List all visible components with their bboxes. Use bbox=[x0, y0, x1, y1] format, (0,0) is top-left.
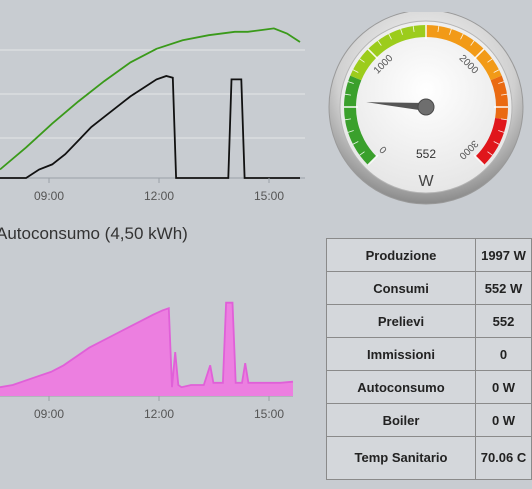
stats-label: Consumi bbox=[326, 271, 476, 305]
gauge-tick bbox=[473, 48, 485, 60]
stats-value: 0 bbox=[475, 337, 532, 371]
x-tick-label: 15:00 bbox=[254, 407, 284, 421]
gauge-tick bbox=[344, 118, 351, 121]
gauge-tick bbox=[344, 93, 351, 96]
gauge-tick bbox=[388, 33, 392, 40]
gauge-needle bbox=[366, 102, 427, 111]
stats-label: Boiler bbox=[326, 403, 476, 437]
stats-row: Immissioni 0 bbox=[326, 337, 532, 371]
gauge-band bbox=[426, 25, 502, 81]
x-tick-label: 09:00 bbox=[34, 407, 64, 421]
gauge-tick bbox=[470, 40, 475, 46]
gauge-tick bbox=[501, 93, 508, 96]
gauge-band bbox=[475, 117, 507, 165]
stats-row: Consumi 552 W bbox=[326, 271, 532, 305]
area-line bbox=[0, 301, 294, 389]
gauge-tick bbox=[352, 141, 359, 145]
gauge-tick bbox=[412, 25, 415, 32]
area-fill bbox=[0, 302, 293, 396]
gauge-tick bbox=[347, 81, 354, 84]
x-tick-label: 12:00 bbox=[144, 189, 174, 203]
gauge-band bbox=[490, 75, 508, 120]
stats-row: Prelievi 552 bbox=[326, 304, 532, 338]
stats-label: Immissioni bbox=[326, 337, 476, 371]
x-tick-label: 15:00 bbox=[254, 189, 284, 203]
gauge-tick bbox=[460, 33, 464, 40]
stats-value: 0 W bbox=[475, 370, 532, 404]
x-tick-label: 09:00 bbox=[34, 189, 64, 203]
gauge-tick bbox=[493, 69, 500, 73]
stats-row: Autoconsumo 0 W bbox=[326, 370, 532, 404]
stats-label: Prelievi bbox=[326, 304, 476, 338]
stats-value: 1997 W bbox=[475, 238, 532, 272]
gauge-tick bbox=[487, 151, 493, 156]
gauge-tick bbox=[359, 58, 365, 63]
stats-label: Autoconsumo bbox=[326, 370, 476, 404]
gauge-tick bbox=[498, 81, 505, 84]
gauge-tick bbox=[437, 25, 440, 32]
series-line-1 bbox=[0, 27, 301, 171]
stats-table: Produzione 1997 W Consumi 552 W Prelievi 552 I… bbox=[326, 238, 532, 480]
x-tick-label: 12:00 bbox=[144, 407, 174, 421]
stats-value: 552 bbox=[475, 304, 532, 338]
gauge-value-label: 552 bbox=[416, 147, 436, 161]
stats-row: Produzione 1997 W bbox=[326, 238, 532, 272]
gauge-tick bbox=[493, 141, 500, 145]
gauge-tick bbox=[449, 28, 452, 35]
series-line-2 bbox=[0, 75, 300, 179]
stats-label: Produzione bbox=[326, 238, 476, 272]
stats-value: 0 W bbox=[475, 403, 532, 437]
autoconsumo-chart: 09:00 12:00 15:00 bbox=[0, 301, 294, 421]
stats-label: Temp Sanitario bbox=[326, 436, 476, 480]
gauge-band bbox=[350, 25, 426, 81]
gauge-unit-label: W bbox=[418, 173, 434, 190]
gauge-tick bbox=[352, 69, 359, 73]
stats-value: 552 W bbox=[475, 271, 532, 305]
gauge-tick bbox=[473, 154, 485, 166]
production-consumption-chart: 09:00 12:00 15:00 bbox=[0, 8, 305, 203]
gauge-tick bbox=[347, 130, 354, 133]
gauge-tick bbox=[498, 130, 505, 133]
chart-title-autoconsumo: Autoconsumo (4,50 kWh) bbox=[0, 224, 188, 243]
gauge-band bbox=[344, 75, 377, 165]
gauge-tick bbox=[487, 58, 493, 63]
gauge-tick bbox=[359, 151, 365, 156]
gauge-tick bbox=[501, 118, 508, 121]
gauge-tick bbox=[377, 40, 382, 46]
stats-row: Temp Sanitario 70.06 C bbox=[326, 436, 532, 480]
stats-value: 70.06 C bbox=[475, 436, 532, 480]
gauge-tick bbox=[367, 154, 379, 166]
gauge-tick bbox=[367, 48, 379, 60]
gauge-hub bbox=[417, 98, 435, 116]
stats-row: Boiler 0 W bbox=[326, 403, 532, 437]
gauge-tick bbox=[400, 28, 403, 35]
